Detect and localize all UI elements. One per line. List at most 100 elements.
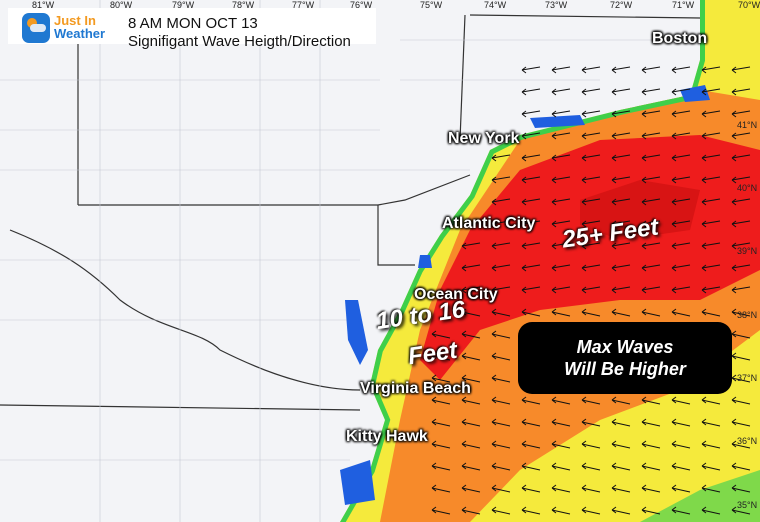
wave-arrow bbox=[611, 198, 631, 206]
wave-arrow bbox=[491, 374, 511, 383]
wave-arrow bbox=[581, 66, 601, 74]
wave-arrow bbox=[731, 396, 751, 405]
wave-arrow bbox=[611, 264, 631, 272]
wave-arrow bbox=[731, 330, 751, 339]
wave-arrow bbox=[491, 418, 511, 427]
wave-arrow bbox=[521, 154, 541, 162]
wave-arrow bbox=[461, 506, 481, 515]
city-kitty-hawk: Kitty Hawk bbox=[346, 428, 428, 445]
latitude-label: 38°N bbox=[737, 310, 758, 320]
latitude-label: 35°N bbox=[737, 500, 758, 510]
wave-arrow bbox=[491, 396, 511, 405]
wave-arrow bbox=[521, 286, 541, 294]
wave-arrow bbox=[581, 176, 601, 184]
wave-arrow bbox=[701, 418, 721, 427]
wave-arrow bbox=[491, 308, 511, 317]
wave-arrow bbox=[731, 132, 751, 140]
wave-arrow bbox=[461, 308, 481, 317]
wave-arrow bbox=[671, 484, 691, 493]
note-line1: Max Waves bbox=[576, 337, 674, 357]
wave-arrow bbox=[671, 198, 691, 206]
wave-arrow bbox=[641, 308, 661, 317]
wave-arrow bbox=[491, 484, 511, 493]
longitude-label: 80°W bbox=[110, 0, 133, 10]
longitude-label: 73°W bbox=[545, 0, 568, 10]
wave-arrow bbox=[581, 154, 601, 162]
wave-arrow bbox=[521, 462, 541, 471]
wave-arrow bbox=[731, 286, 751, 294]
wave-arrow bbox=[521, 308, 541, 317]
longitude-label: 70°W bbox=[738, 0, 760, 10]
wave-arrow bbox=[611, 308, 631, 317]
wave-arrow bbox=[611, 418, 631, 427]
longitude-label: 74°W bbox=[484, 0, 507, 10]
wave-arrow bbox=[731, 110, 751, 118]
wave-arrow bbox=[611, 176, 631, 184]
latitude-label: 40°N bbox=[737, 183, 758, 193]
wave-arrow bbox=[521, 484, 541, 493]
wave-arrow bbox=[461, 374, 481, 383]
wave-arrow bbox=[521, 110, 541, 118]
wave-arrow bbox=[641, 220, 661, 228]
wave-arrow bbox=[461, 418, 481, 427]
wave-arrow bbox=[701, 506, 721, 515]
wave-arrow bbox=[431, 374, 451, 383]
wave-arrow bbox=[641, 242, 661, 250]
wave-arrow bbox=[431, 418, 451, 427]
latitude-label: 41°N bbox=[737, 120, 758, 130]
wave-arrow bbox=[431, 330, 451, 339]
wave-arrow bbox=[611, 440, 631, 449]
wave-arrow bbox=[491, 154, 511, 162]
wave-arrow bbox=[611, 396, 631, 405]
wave-arrow bbox=[461, 462, 481, 471]
wave-arrow bbox=[491, 220, 511, 228]
wave-arrow bbox=[461, 440, 481, 449]
wave-arrow bbox=[701, 132, 721, 140]
brand-line2: Weather bbox=[54, 26, 106, 41]
wave-arrow bbox=[581, 110, 601, 118]
wave-arrow bbox=[731, 176, 751, 184]
wave-arrow bbox=[521, 418, 541, 427]
wave-arrow bbox=[581, 484, 601, 493]
wave-arrow bbox=[701, 88, 721, 96]
wave-arrow bbox=[491, 286, 511, 294]
wave-arrow bbox=[551, 264, 571, 272]
wave-arrow bbox=[611, 242, 631, 250]
wave-arrow bbox=[671, 242, 691, 250]
wave-arrow bbox=[521, 66, 541, 74]
wave-arrow bbox=[701, 110, 721, 118]
wave-arrow bbox=[641, 506, 661, 515]
wave-arrow bbox=[581, 462, 601, 471]
wave-arrow bbox=[521, 264, 541, 272]
wave-arrow bbox=[731, 88, 751, 96]
wave-arrow bbox=[461, 484, 481, 493]
wave-arrow bbox=[641, 286, 661, 294]
valid-time: 8 AM MON OCT 13 bbox=[128, 15, 258, 32]
wave-arrow bbox=[491, 176, 511, 184]
wave-arrow bbox=[581, 286, 601, 294]
wave-arrow bbox=[611, 154, 631, 162]
wave-arrow bbox=[491, 462, 511, 471]
wave-arrow bbox=[641, 462, 661, 471]
wave-arrow bbox=[521, 220, 541, 228]
wave-arrow bbox=[731, 484, 751, 493]
wave-arrow bbox=[581, 198, 601, 206]
wave-arrow bbox=[431, 462, 451, 471]
wave-arrow bbox=[551, 154, 571, 162]
longitude-label: 71°W bbox=[672, 0, 695, 10]
just-in-weather-logo-icon bbox=[22, 13, 50, 43]
wave-arrow bbox=[521, 242, 541, 250]
wave-arrow bbox=[611, 110, 631, 118]
wave-arrow bbox=[461, 242, 481, 250]
wave-arrow bbox=[701, 176, 721, 184]
city-new-york: New York bbox=[448, 130, 520, 147]
wave-arrow bbox=[671, 154, 691, 162]
wave-arrow bbox=[641, 88, 661, 96]
wave-arrow bbox=[641, 66, 661, 74]
wave-arrow bbox=[731, 66, 751, 74]
wave-arrow bbox=[731, 198, 751, 206]
wave-arrow bbox=[491, 506, 511, 515]
wave-arrow bbox=[551, 308, 571, 317]
max-waves-note: Max Waves Will Be Higher bbox=[518, 322, 732, 394]
wave-arrow bbox=[551, 132, 571, 140]
